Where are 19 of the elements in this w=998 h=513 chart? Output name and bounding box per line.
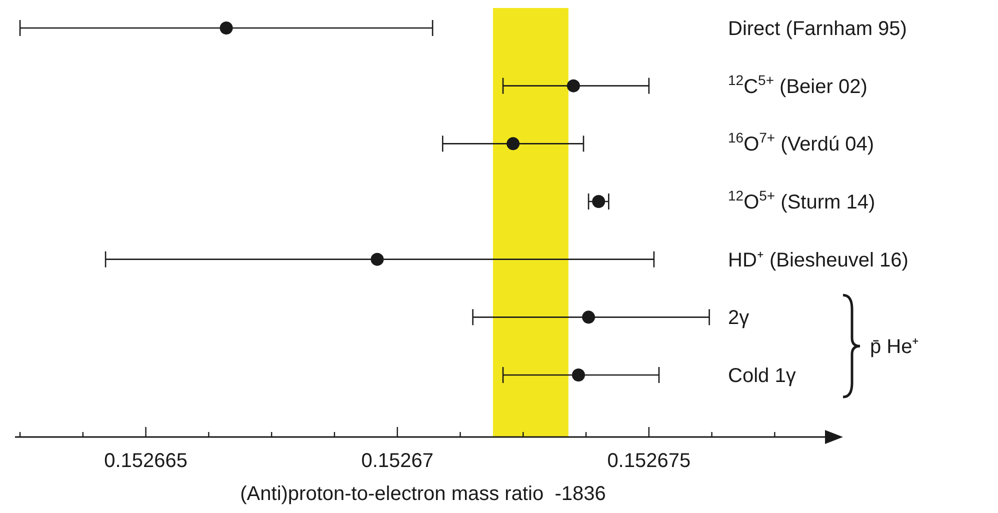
y-tick-label: Cold 1γ [728,365,796,387]
point [572,368,585,382]
point [582,310,596,324]
x-axis-title: (Anti)proton-to-electron mass ratio -1836 [240,483,606,505]
y-tick-label: 2γ [728,307,750,330]
y-tick-label: $^{16}$O$^{7+}$ (Verdú 04) [728,130,874,156]
y-tick-label: Direct (Farnham 95) [728,18,907,40]
x-tick-label: 0.152675 [607,450,691,472]
x-tick-label: 0.15267 [361,450,434,472]
point [566,79,580,92]
point [370,252,384,266]
y-tick-label: HD⁺ (Biesheuvel 16) [728,249,908,272]
point [592,195,606,208]
point [506,137,520,150]
point [220,22,233,34]
text: p̄ He⁺ [870,336,920,358]
x-tick-label: 0.152665 [104,450,188,472]
y-tick-label: $^{12}$C$^{5+}$ (Beier 02) [728,72,868,98]
y-tick-label: $^{12}$O$^{5+}$ (Sturm 14) [728,188,876,214]
